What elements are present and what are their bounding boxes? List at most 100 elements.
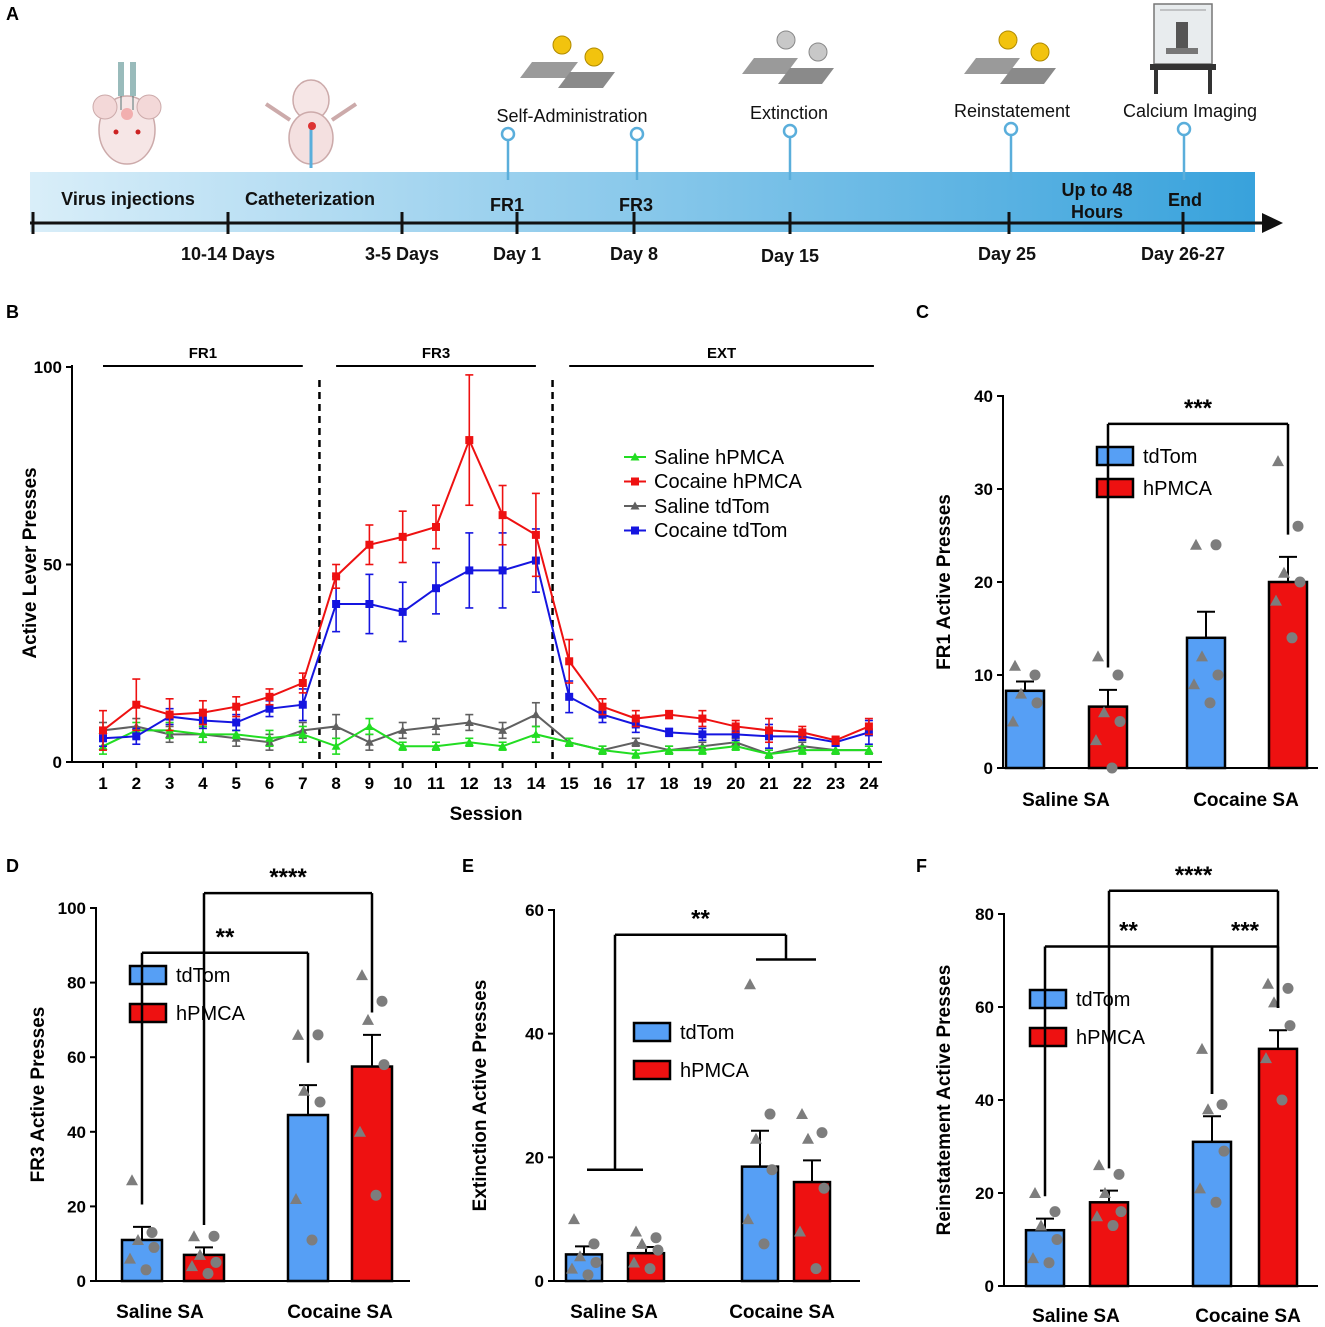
individual-point xyxy=(628,1256,640,1268)
y-tick-label: 20 xyxy=(975,1184,994,1203)
individual-point xyxy=(1090,734,1102,746)
y-axis-title: Active Lever Presses xyxy=(20,467,41,658)
event-extinction: Extinction xyxy=(750,103,828,123)
individual-point xyxy=(758,1238,770,1250)
pin-head-icon xyxy=(1176,121,1192,137)
data-point xyxy=(731,730,740,739)
significance-stars: ** xyxy=(216,924,235,951)
x-tick-label: 18 xyxy=(660,774,679,793)
legend-cocaine-tdtom: Cocaine tdTom xyxy=(654,520,787,542)
phase-label: FR1 xyxy=(189,345,217,362)
individual-point xyxy=(1204,697,1216,709)
panel-letter-b: B xyxy=(6,302,19,322)
individual-point xyxy=(810,1263,822,1275)
bar-chart-body: 0 20 40 60 80 100 FR3 Active Presses Saline SA C… xyxy=(28,864,410,1323)
x-tick-label: 2 xyxy=(132,774,141,793)
significance-stars: *** xyxy=(1231,918,1260,945)
individual-point xyxy=(744,978,756,990)
y-tick-label: 0 xyxy=(985,1277,994,1296)
data-point xyxy=(864,745,874,754)
individual-point xyxy=(630,1225,642,1237)
significance-bracket: **** xyxy=(202,864,374,1226)
data-point xyxy=(731,741,741,750)
timeline-ticks xyxy=(31,212,1185,234)
data-point xyxy=(798,728,807,737)
individual-point xyxy=(1051,1234,1063,1245)
panel-letter-a: A xyxy=(6,4,19,24)
category-label: Cocaine SA xyxy=(1195,1306,1301,1327)
individual-point xyxy=(1099,1187,1111,1198)
phase-catheterization: Catheterization xyxy=(245,189,375,209)
panel-letter-c: C xyxy=(916,302,929,322)
x-tick-label: 20 xyxy=(726,774,745,793)
bar xyxy=(1257,1047,1299,1288)
data-point xyxy=(165,710,174,719)
x-axis-title: Session xyxy=(450,804,523,825)
individual-point xyxy=(1092,650,1104,662)
significance-bracket: *** xyxy=(1106,395,1290,668)
data-point xyxy=(764,749,774,758)
individual-point xyxy=(1009,659,1021,671)
individual-point xyxy=(1260,1052,1272,1064)
individual-point xyxy=(1276,1094,1288,1106)
bar-label-up-to-48: Up to 48 xyxy=(1061,180,1132,200)
individual-point xyxy=(202,1268,214,1280)
individual-point xyxy=(1282,982,1294,994)
data-point xyxy=(265,704,274,713)
bar-group-hpmca-cocaine-sa xyxy=(1257,977,1299,1288)
phase-virus-injections: Virus injections xyxy=(61,189,195,209)
bar-group-tdtom-saline-sa xyxy=(120,1174,164,1283)
x-tick-label: 9 xyxy=(365,774,374,793)
individual-point xyxy=(802,1132,814,1144)
data-point xyxy=(298,729,308,738)
legend-swatch xyxy=(1028,1026,1068,1048)
y-tick-label: 0 xyxy=(77,1272,86,1291)
bar-group-hpmca-cocaine-sa xyxy=(350,969,394,1283)
y-tick-label: 80 xyxy=(67,974,86,993)
individual-point xyxy=(590,1256,602,1268)
individual-point xyxy=(298,1084,310,1096)
data-point xyxy=(398,725,408,734)
data-point xyxy=(498,511,507,520)
bar-chart-body: 0 20 40 60 80 Reinstatement Active Presses Sal… xyxy=(934,862,1318,1327)
data-point xyxy=(864,722,873,731)
individual-point xyxy=(1029,669,1041,681)
individual-point xyxy=(1114,716,1126,727)
individual-point xyxy=(574,1250,586,1262)
y-tick-label: 100 xyxy=(34,358,62,377)
bar xyxy=(1024,1228,1066,1288)
legend-marker xyxy=(630,501,640,510)
x-tick-label: 3 xyxy=(165,774,174,793)
data-point xyxy=(831,736,840,745)
x-tick-label: 22 xyxy=(793,774,812,793)
individual-point xyxy=(208,1230,220,1242)
individual-point xyxy=(1115,1206,1127,1218)
data-point xyxy=(364,737,374,746)
data-point xyxy=(498,741,508,750)
individual-point xyxy=(1188,678,1200,690)
data-point xyxy=(731,722,740,731)
x-tick-label: 16 xyxy=(593,774,612,793)
bar-label-fr3: FR3 xyxy=(619,195,653,215)
y-tick-label: 10 xyxy=(974,666,993,685)
data-point xyxy=(565,692,574,701)
y-tick-label: 20 xyxy=(67,1197,86,1216)
significance-stars: ** xyxy=(1119,918,1138,945)
bar-chart-body: 0 20 40 60 Extinction Active Presses Saline S… xyxy=(470,901,860,1323)
mouse-catheter-icon xyxy=(264,79,358,168)
legend-swatch xyxy=(128,964,168,986)
individual-point xyxy=(1093,1159,1105,1171)
significance-bracket: ** xyxy=(140,924,310,1205)
legend-label: tdTom xyxy=(680,1022,734,1044)
data-point xyxy=(298,700,307,709)
individual-point xyxy=(356,969,368,981)
bar-group-tdtom-cocaine-sa xyxy=(286,1028,330,1283)
individual-point xyxy=(1210,1196,1222,1208)
individual-point xyxy=(1007,715,1019,727)
individual-point xyxy=(1196,650,1208,662)
individual-point xyxy=(290,1192,302,1204)
individual-point xyxy=(582,1269,594,1281)
y-tick-label: 40 xyxy=(525,1025,544,1044)
data-point xyxy=(598,702,607,711)
data-point xyxy=(132,700,141,709)
